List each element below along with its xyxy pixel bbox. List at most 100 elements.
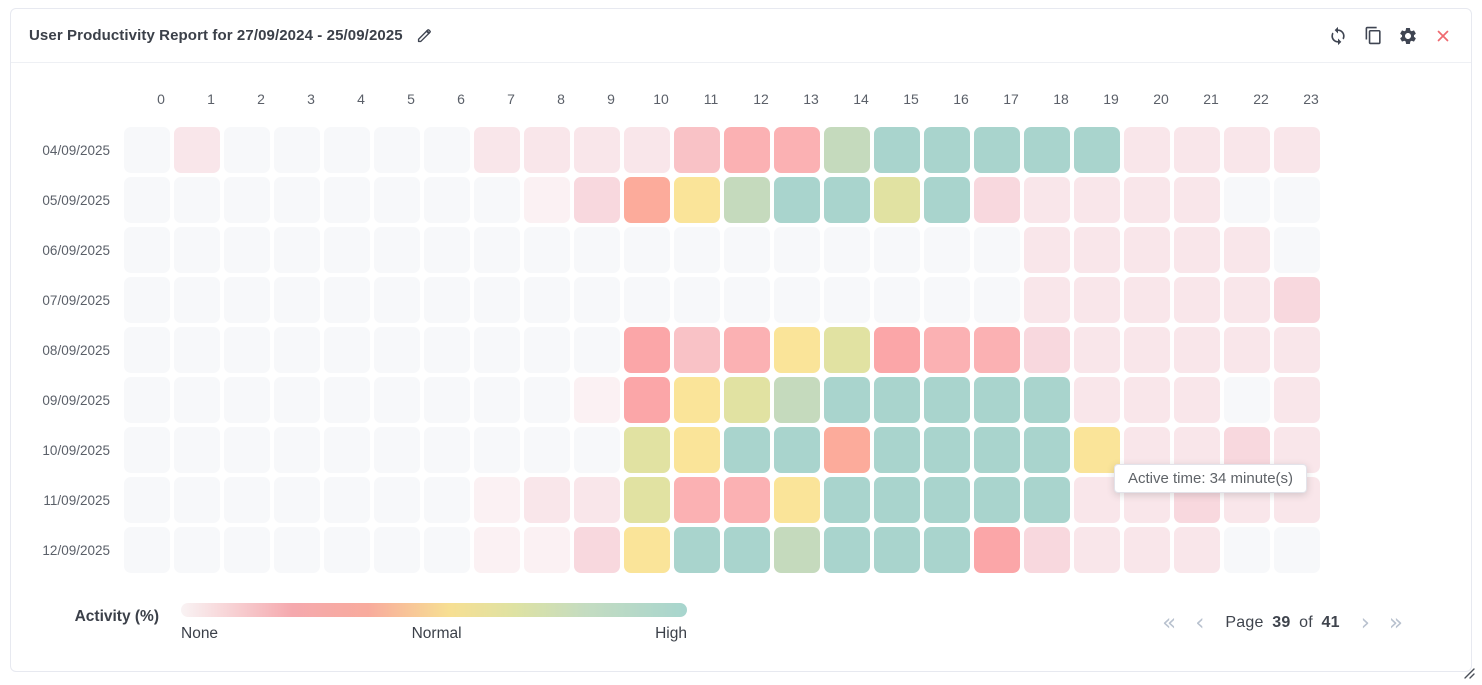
last-page-button[interactable]: » [1388,609,1403,636]
heatmap-cell[interactable] [274,177,320,223]
heatmap-cell[interactable] [524,227,570,273]
heatmap-cell[interactable] [824,527,870,573]
heatmap-cell[interactable] [974,327,1020,373]
heatmap-cell[interactable] [524,427,570,473]
heatmap-cell[interactable] [124,127,170,173]
heatmap-cell[interactable] [924,227,970,273]
heatmap-cell[interactable] [424,327,470,373]
heatmap-cell[interactable] [524,177,570,223]
heatmap-cell[interactable] [874,277,920,323]
heatmap-cell[interactable] [974,527,1020,573]
heatmap-cell[interactable] [824,177,870,223]
heatmap-cell[interactable] [174,177,220,223]
heatmap-cell[interactable] [624,427,670,473]
edit-title-button[interactable] [415,26,435,46]
heatmap-cell[interactable] [724,377,770,423]
heatmap-cell[interactable] [124,377,170,423]
close-button[interactable] [1433,26,1453,46]
heatmap-cell[interactable] [1074,327,1120,373]
heatmap-cell[interactable] [424,477,470,523]
heatmap-cell[interactable] [524,277,570,323]
heatmap-cell[interactable] [174,527,220,573]
heatmap-cell[interactable] [124,527,170,573]
heatmap-cell[interactable] [524,477,570,523]
heatmap-cell[interactable] [224,477,270,523]
heatmap-cell[interactable] [874,527,920,573]
heatmap-cell[interactable] [1274,327,1320,373]
heatmap-cell[interactable] [1074,227,1120,273]
heatmap-cell[interactable] [874,177,920,223]
heatmap-cell[interactable] [324,527,370,573]
heatmap-cell[interactable] [124,277,170,323]
heatmap-cell[interactable] [1274,377,1320,423]
heatmap-cell[interactable] [374,277,420,323]
heatmap-cell[interactable] [174,427,220,473]
heatmap-cell[interactable] [374,177,420,223]
heatmap-cell[interactable] [1074,477,1120,523]
heatmap-cell[interactable] [174,127,220,173]
heatmap-cell[interactable] [324,227,370,273]
heatmap-cell[interactable] [224,377,270,423]
heatmap-cell[interactable] [374,477,420,523]
heatmap-cell[interactable] [224,427,270,473]
heatmap-cell[interactable] [974,477,1020,523]
heatmap-cell[interactable] [624,227,670,273]
heatmap-cell[interactable] [274,427,320,473]
heatmap-cell[interactable] [774,327,820,373]
heatmap-cell[interactable] [1224,227,1270,273]
heatmap-cell[interactable] [774,127,820,173]
heatmap-cell[interactable] [1174,127,1220,173]
heatmap-cell[interactable] [474,177,520,223]
heatmap-cell[interactable] [824,427,870,473]
heatmap-cell[interactable] [224,127,270,173]
heatmap-cell[interactable] [524,377,570,423]
heatmap-cell[interactable] [574,527,620,573]
heatmap-cell[interactable] [1224,177,1270,223]
heatmap-cell[interactable] [974,377,1020,423]
heatmap-cell[interactable] [274,527,320,573]
heatmap-cell[interactable] [924,277,970,323]
heatmap-cell[interactable] [574,427,620,473]
heatmap-cell[interactable] [724,327,770,373]
heatmap-cell[interactable] [174,327,220,373]
heatmap-cell[interactable] [1274,127,1320,173]
heatmap-cell[interactable] [924,427,970,473]
heatmap-cell[interactable] [324,277,370,323]
heatmap-cell[interactable] [324,477,370,523]
heatmap-cell[interactable] [824,327,870,373]
heatmap-cell[interactable] [1174,227,1220,273]
heatmap-cell[interactable] [1124,377,1170,423]
heatmap-cell[interactable] [674,177,720,223]
heatmap-cell[interactable] [324,377,370,423]
heatmap-cell[interactable] [474,327,520,373]
heatmap-cell[interactable] [1124,527,1170,573]
heatmap-cell[interactable] [1124,277,1170,323]
heatmap-cell[interactable] [824,127,870,173]
heatmap-cell[interactable] [624,127,670,173]
heatmap-cell[interactable] [1224,327,1270,373]
heatmap-cell[interactable] [374,427,420,473]
heatmap-cell[interactable] [524,327,570,373]
refresh-button[interactable] [1328,26,1348,46]
heatmap-cell[interactable] [1074,527,1120,573]
heatmap-cell[interactable] [724,177,770,223]
heatmap-cell[interactable] [974,177,1020,223]
heatmap-cell[interactable] [174,477,220,523]
heatmap-cell[interactable] [774,227,820,273]
heatmap-cell[interactable] [324,177,370,223]
heatmap-cell[interactable] [174,377,220,423]
heatmap-cell[interactable] [124,227,170,273]
heatmap-cell[interactable] [374,127,420,173]
heatmap-cell[interactable] [1224,127,1270,173]
heatmap-cell[interactable] [274,277,320,323]
heatmap-cell[interactable] [1174,377,1220,423]
heatmap-cell[interactable] [674,227,720,273]
heatmap-cell[interactable] [224,177,270,223]
heatmap-cell[interactable] [674,277,720,323]
heatmap-cell[interactable] [1074,127,1120,173]
heatmap-cell[interactable] [1024,527,1070,573]
heatmap-cell[interactable] [974,277,1020,323]
heatmap-cell[interactable] [924,527,970,573]
heatmap-cell[interactable] [1124,227,1170,273]
heatmap-cell[interactable] [424,277,470,323]
